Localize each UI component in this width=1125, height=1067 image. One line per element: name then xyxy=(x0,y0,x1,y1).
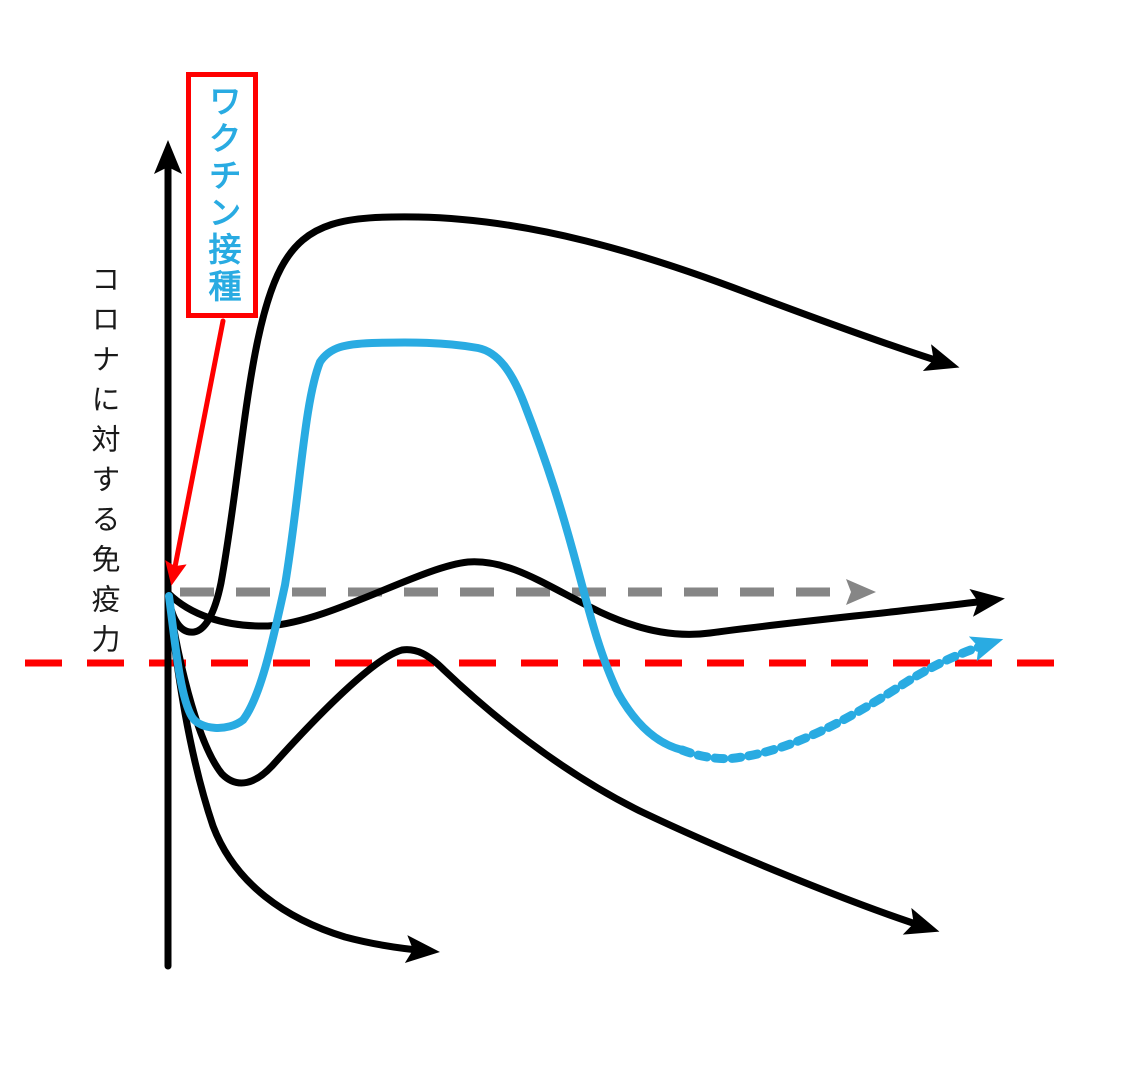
black-top-curve xyxy=(164,213,960,636)
black-lower-curve xyxy=(164,589,940,935)
blue-vaccination-curve-solid xyxy=(165,338,686,754)
y-axis-label: コロナに対する免疫力 xyxy=(87,264,119,664)
vaccination-callout-label: ワクチン接種 xyxy=(204,84,241,306)
black-middle-curve xyxy=(164,558,1005,638)
black-bottom-curve xyxy=(164,589,440,964)
vaccination-callout-arrow xyxy=(165,318,226,586)
blue-vaccination-curve-dotted xyxy=(677,636,1004,764)
vaccination-callout-box: ワクチン接種 xyxy=(186,72,258,318)
